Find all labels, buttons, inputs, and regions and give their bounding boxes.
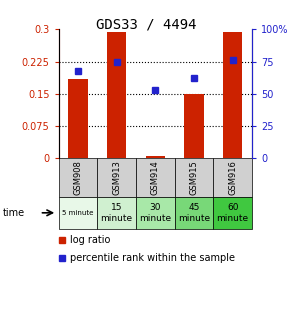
Bar: [107, 32, 126, 158]
Bar: [175, 197, 213, 229]
Bar: [213, 158, 252, 197]
Text: GSM913: GSM913: [112, 160, 121, 195]
Bar: [136, 158, 175, 197]
Bar: [97, 197, 136, 229]
Text: log ratio: log ratio: [70, 235, 111, 245]
Text: GSM916: GSM916: [228, 160, 237, 195]
Bar: [59, 197, 97, 229]
Text: 15
minute: 15 minute: [100, 203, 133, 222]
Bar: [184, 94, 204, 158]
Text: 30
minute: 30 minute: [139, 203, 171, 222]
Bar: [68, 79, 88, 158]
Text: percentile rank within the sample: percentile rank within the sample: [70, 253, 235, 263]
Bar: [136, 197, 175, 229]
Text: 45
minute: 45 minute: [178, 203, 210, 222]
Bar: [213, 197, 252, 229]
Bar: [146, 156, 165, 158]
Bar: [97, 158, 136, 197]
Text: GSM914: GSM914: [151, 160, 160, 195]
Text: GSM908: GSM908: [74, 160, 82, 195]
Text: GDS33 / 4494: GDS33 / 4494: [96, 18, 197, 32]
Text: 5 minute: 5 minute: [62, 210, 94, 216]
Text: 60
minute: 60 minute: [217, 203, 249, 222]
Bar: [175, 158, 213, 197]
Text: GSM915: GSM915: [190, 160, 198, 195]
Bar: [223, 32, 242, 158]
Text: time: time: [3, 208, 25, 218]
Bar: [59, 158, 97, 197]
